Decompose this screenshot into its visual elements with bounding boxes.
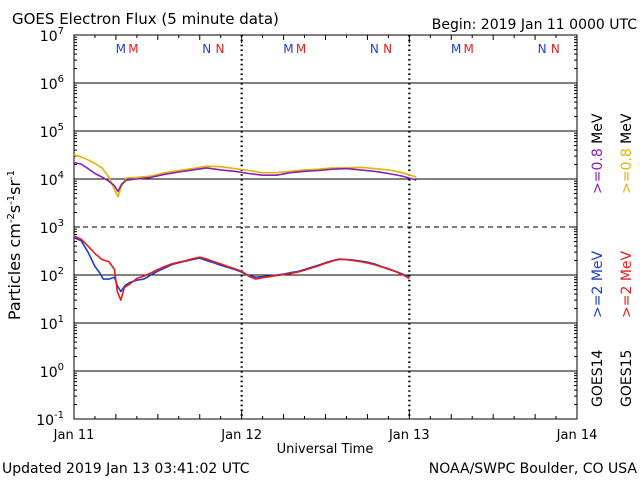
- y-axis-label: Particles cm-2s-1sr-1: [5, 170, 24, 320]
- source-credit: NOAA/SWPC Boulder, CO USA: [429, 461, 638, 477]
- series-line-3: [73, 235, 410, 301]
- x-tick-label: Jan 12: [220, 428, 262, 443]
- marker-m: M: [296, 42, 306, 56]
- gridlines: [74, 82, 577, 372]
- updated-time: Updated 2019 Jan 13 03:41:02 UTC: [2, 461, 250, 477]
- marker-n: N: [216, 42, 225, 56]
- y-tick-label: 10-1: [36, 410, 64, 429]
- y-tick-label: 106: [40, 74, 64, 93]
- y-tick-label: 102: [40, 266, 64, 285]
- marker-m: M: [283, 42, 293, 56]
- y-axis-ticks: 107 106 105 104 103 102 101 100 10-1: [36, 26, 577, 429]
- x-tick-label: Jan 11: [53, 428, 95, 443]
- y-tick-label: 107: [40, 26, 64, 45]
- marker-n: N: [538, 42, 547, 56]
- series-line-0: [73, 154, 417, 198]
- series-line-2: [73, 236, 410, 293]
- begin-time: Begin: 2019 Jan 11 0000 UTC: [432, 17, 637, 33]
- x-axis-ticks: Jan 11 Jan 12 Jan 13 Jan 14: [53, 35, 598, 443]
- marker-m: M: [451, 42, 461, 56]
- day-separators: [240, 35, 411, 419]
- x-tick-label: Jan 13: [388, 428, 430, 443]
- legend-item-1-0: >=2 MeV: [619, 250, 635, 318]
- legend-item-0-1: >=0.8 MeV: [590, 113, 606, 194]
- y-tick-label: 100: [40, 362, 64, 381]
- y-tick-label: 101: [40, 314, 64, 333]
- legend: GOES14 >=2 MeV >=0.8 MeV GOES15 >=2 MeV >=0.8…: [590, 113, 635, 407]
- x-tick-label: Jan 14: [556, 428, 598, 443]
- legend-item-1-1: >=0.8 MeV: [619, 113, 635, 194]
- y-tick-label: 105: [40, 122, 64, 141]
- legend-satellite-1: GOES15: [619, 350, 635, 407]
- y-tick-label: 103: [40, 218, 64, 237]
- marker-m: M: [116, 42, 126, 56]
- series-line-1: [73, 161, 417, 193]
- chart-title: GOES Electron Flux (5 minute data): [12, 10, 279, 28]
- legend-satellite-0: GOES14: [590, 349, 606, 407]
- x-axis-label: Universal Time: [277, 442, 374, 457]
- legend-item-0-0: >=2 MeV: [590, 250, 606, 318]
- marker-n: N: [370, 42, 379, 56]
- data-series: [73, 154, 417, 301]
- marker-n: N: [202, 42, 211, 56]
- marker-m: M: [464, 42, 474, 56]
- marker-m: M: [128, 42, 138, 56]
- marker-n: N: [551, 42, 560, 56]
- marker-n: N: [383, 42, 392, 56]
- y-tick-label: 104: [40, 170, 64, 189]
